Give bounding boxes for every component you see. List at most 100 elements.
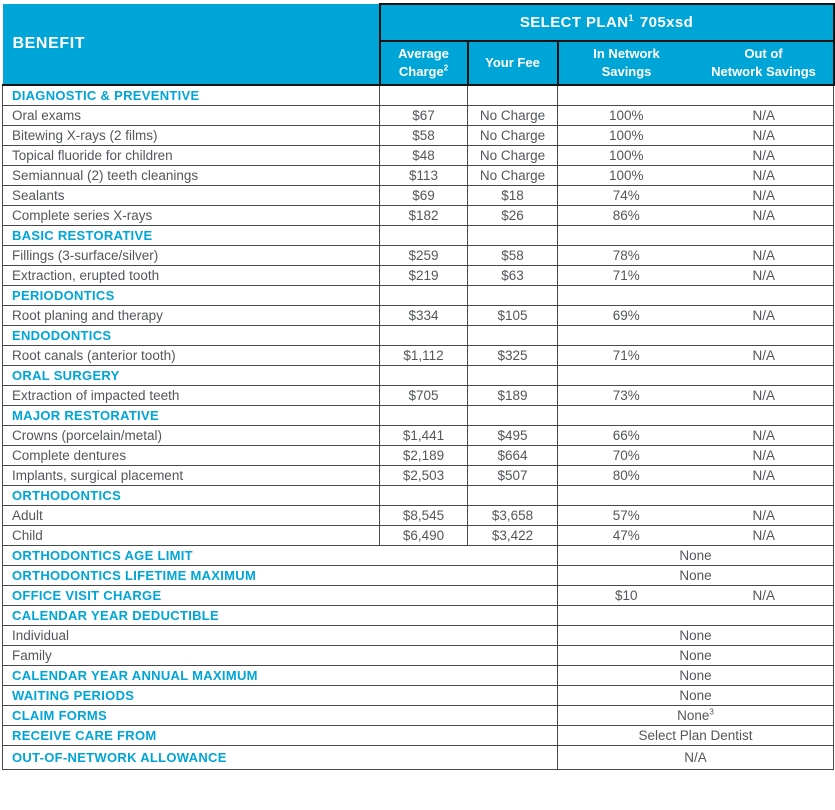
value-footnote-marker: 3 bbox=[709, 707, 714, 716]
table-header: BENEFIT SELECT PLAN1 705xsd Average Charg… bbox=[2, 3, 835, 86]
benefit-cell: Complete series X-rays bbox=[2, 205, 380, 226]
benefit-cell: Root canals (anterior tooth) bbox=[2, 345, 380, 366]
average-charge-cell: $2,503 bbox=[379, 465, 468, 486]
section-label-cell: OUT-OF-NETWORK ALLOWANCE bbox=[2, 745, 558, 770]
benefit-table: BENEFIT SELECT PLAN1 705xsd Average Charg… bbox=[2, 3, 835, 770]
plan-value-cell: None bbox=[557, 665, 835, 686]
benefit-row: Extraction of impacted teeth $705 $189 73% N… bbox=[2, 385, 835, 406]
average-charge-cell: $705 bbox=[379, 385, 468, 406]
in-network-savings-cell: 73% bbox=[557, 385, 695, 406]
section-label-cell: ORAL SURGERY bbox=[2, 365, 380, 386]
plan-value-cell: None bbox=[557, 565, 835, 586]
benefit-row: Implants, surgical placement $2,503 $507 80… bbox=[2, 465, 835, 486]
benefit-row: Fillings (3-surface/silver) $259 $58 78% N/A bbox=[2, 245, 835, 266]
your-fee-cell: $105 bbox=[467, 305, 558, 326]
out-of-network-savings-cell: N/A bbox=[694, 385, 835, 406]
section-label-cell: CALENDAR YEAR DEDUCTIBLE bbox=[2, 605, 558, 626]
your-fee-cell bbox=[467, 285, 558, 306]
section-row: PERIODONTICS bbox=[2, 285, 835, 306]
benefit-cell: Child bbox=[2, 525, 380, 546]
your-fee-cell bbox=[467, 225, 558, 246]
benefit-label: BENEFIT bbox=[12, 35, 86, 52]
out-of-network-savings-cell: N/A bbox=[694, 265, 835, 286]
section-row: ORAL SURGERY bbox=[2, 365, 835, 386]
average-charge-cell: $67 bbox=[379, 105, 468, 126]
in-network-savings-column-header: In Network Savings bbox=[557, 41, 695, 86]
your-fee-cell: $507 bbox=[467, 465, 558, 486]
out-of-network-savings-cell bbox=[694, 85, 835, 106]
out-of-network-savings-cell: N/A bbox=[694, 525, 835, 546]
section-label-cell: BASIC RESTORATIVE bbox=[2, 225, 380, 246]
plan-value-cell: None bbox=[557, 625, 835, 646]
benefit-cell: Implants, surgical placement bbox=[2, 465, 380, 486]
your-fee-cell: No Charge bbox=[467, 145, 558, 166]
out-of-network-savings-column-header: Out of Network Savings bbox=[694, 41, 835, 86]
average-charge-cell: $48 bbox=[379, 145, 468, 166]
benefit-cell: Crowns (porcelain/metal) bbox=[2, 425, 380, 446]
section-row: ENDODONTICS bbox=[2, 325, 835, 346]
your-fee-cell: $495 bbox=[467, 425, 558, 446]
average-charge-cell bbox=[379, 225, 468, 246]
in-network-savings-cell: 100% bbox=[557, 145, 695, 166]
section-row: CALENDAR YEAR DEDUCTIBLE bbox=[2, 605, 835, 626]
in-network-savings-cell: 74% bbox=[557, 185, 695, 206]
section-row: RECEIVE CARE FROM Select Plan Dentist bbox=[2, 725, 835, 746]
benefit-row: Bitewing X-rays (2 films) $58 No Charge 100… bbox=[2, 125, 835, 146]
plan-value-cell: None bbox=[557, 685, 835, 706]
benefit-row: Extraction, erupted tooth $219 $63 71% N/A bbox=[2, 265, 835, 286]
plan-value-cell: Select Plan Dentist bbox=[557, 725, 835, 746]
average-charge-cell: $113 bbox=[379, 165, 468, 186]
charge-footnote-marker: 2 bbox=[443, 63, 449, 73]
out-of-network-savings-cell: N/A bbox=[694, 585, 835, 606]
benefit-cell: Fillings (3-surface/silver) bbox=[2, 245, 380, 266]
in-network-savings-cell: 71% bbox=[557, 265, 695, 286]
benefit-row: Root planing and therapy $334 $105 69% N/A bbox=[2, 305, 835, 326]
in-network-savings-cell bbox=[557, 365, 695, 386]
benefit-row: Oral exams $67 No Charge 100% N/A bbox=[2, 105, 835, 126]
in-network-savings-cell: 57% bbox=[557, 505, 695, 526]
benefit-row: Root canals (anterior tooth) $1,112 $325 71… bbox=[2, 345, 835, 366]
in-network-savings-cell: 100% bbox=[557, 165, 695, 186]
section-label-cell: ENDODONTICS bbox=[2, 325, 380, 346]
benefit-row: Adult $8,545 $3,658 57% N/A bbox=[2, 505, 835, 526]
out-of-network-savings-cell: N/A bbox=[694, 185, 835, 206]
section-row: WAITING PERIODS None bbox=[2, 685, 835, 706]
benefit-cell: Topical fluoride for children bbox=[2, 145, 380, 166]
table-body: DIAGNOSTIC & PREVENTIVE Oral exams $67 No C… bbox=[2, 85, 835, 770]
in-network-savings-cell bbox=[557, 325, 695, 346]
section-row: ORTHODONTICS bbox=[2, 485, 835, 506]
plan-value-cell: None bbox=[557, 545, 835, 566]
your-fee-cell bbox=[467, 485, 558, 506]
in-network-savings-cell bbox=[557, 485, 695, 506]
section-label-cell: OFFICE VISIT CHARGE bbox=[2, 585, 558, 606]
your-fee-cell bbox=[467, 85, 558, 106]
average-charge-cell bbox=[379, 365, 468, 386]
your-fee-cell bbox=[467, 365, 558, 386]
section-row: MAJOR RESTORATIVE bbox=[2, 405, 835, 426]
out-of-network-savings-cell: N/A bbox=[694, 425, 835, 446]
section-row: DIAGNOSTIC & PREVENTIVE bbox=[2, 85, 835, 106]
section-row: BASIC RESTORATIVE bbox=[2, 225, 835, 246]
out-of-network-savings-cell: N/A bbox=[694, 445, 835, 466]
benefit-cell: Individual bbox=[2, 625, 558, 646]
out-of-network-savings-cell bbox=[694, 365, 835, 386]
average-charge-cell: $2,189 bbox=[379, 445, 468, 466]
benefit-cell: Semiannual (2) teeth cleanings bbox=[2, 165, 380, 186]
average-charge-cell: $6,490 bbox=[379, 525, 468, 546]
plan-header: SELECT PLAN1 705xsd bbox=[378, 3, 835, 42]
section-row: OFFICE VISIT CHARGE $10 N/A bbox=[2, 585, 835, 606]
average-charge-cell: $8,545 bbox=[379, 505, 468, 526]
your-fee-cell bbox=[467, 405, 558, 426]
benefit-cell: Root planing and therapy bbox=[2, 305, 380, 326]
benefit-cell: Extraction of impacted teeth bbox=[2, 385, 380, 406]
section-row: OUT-OF-NETWORK ALLOWANCE N/A bbox=[2, 745, 835, 770]
benefit-row: Complete series X-rays $182 $26 86% N/A bbox=[2, 205, 835, 226]
benefit-cell: Extraction, erupted tooth bbox=[2, 265, 380, 286]
section-row: CALENDAR YEAR ANNUAL MAXIMUM None bbox=[2, 665, 835, 686]
out-of-network-savings-cell: N/A bbox=[694, 165, 835, 186]
your-fee-cell: $58 bbox=[467, 245, 558, 266]
benefit-row: Sealants $69 $18 74% N/A bbox=[2, 185, 835, 206]
section-label-cell: ORTHODONTICS AGE LIMIT bbox=[2, 545, 558, 566]
average-charge-cell: $1,112 bbox=[379, 345, 468, 366]
benefit-row: Child $6,490 $3,422 47% N/A bbox=[2, 525, 835, 546]
